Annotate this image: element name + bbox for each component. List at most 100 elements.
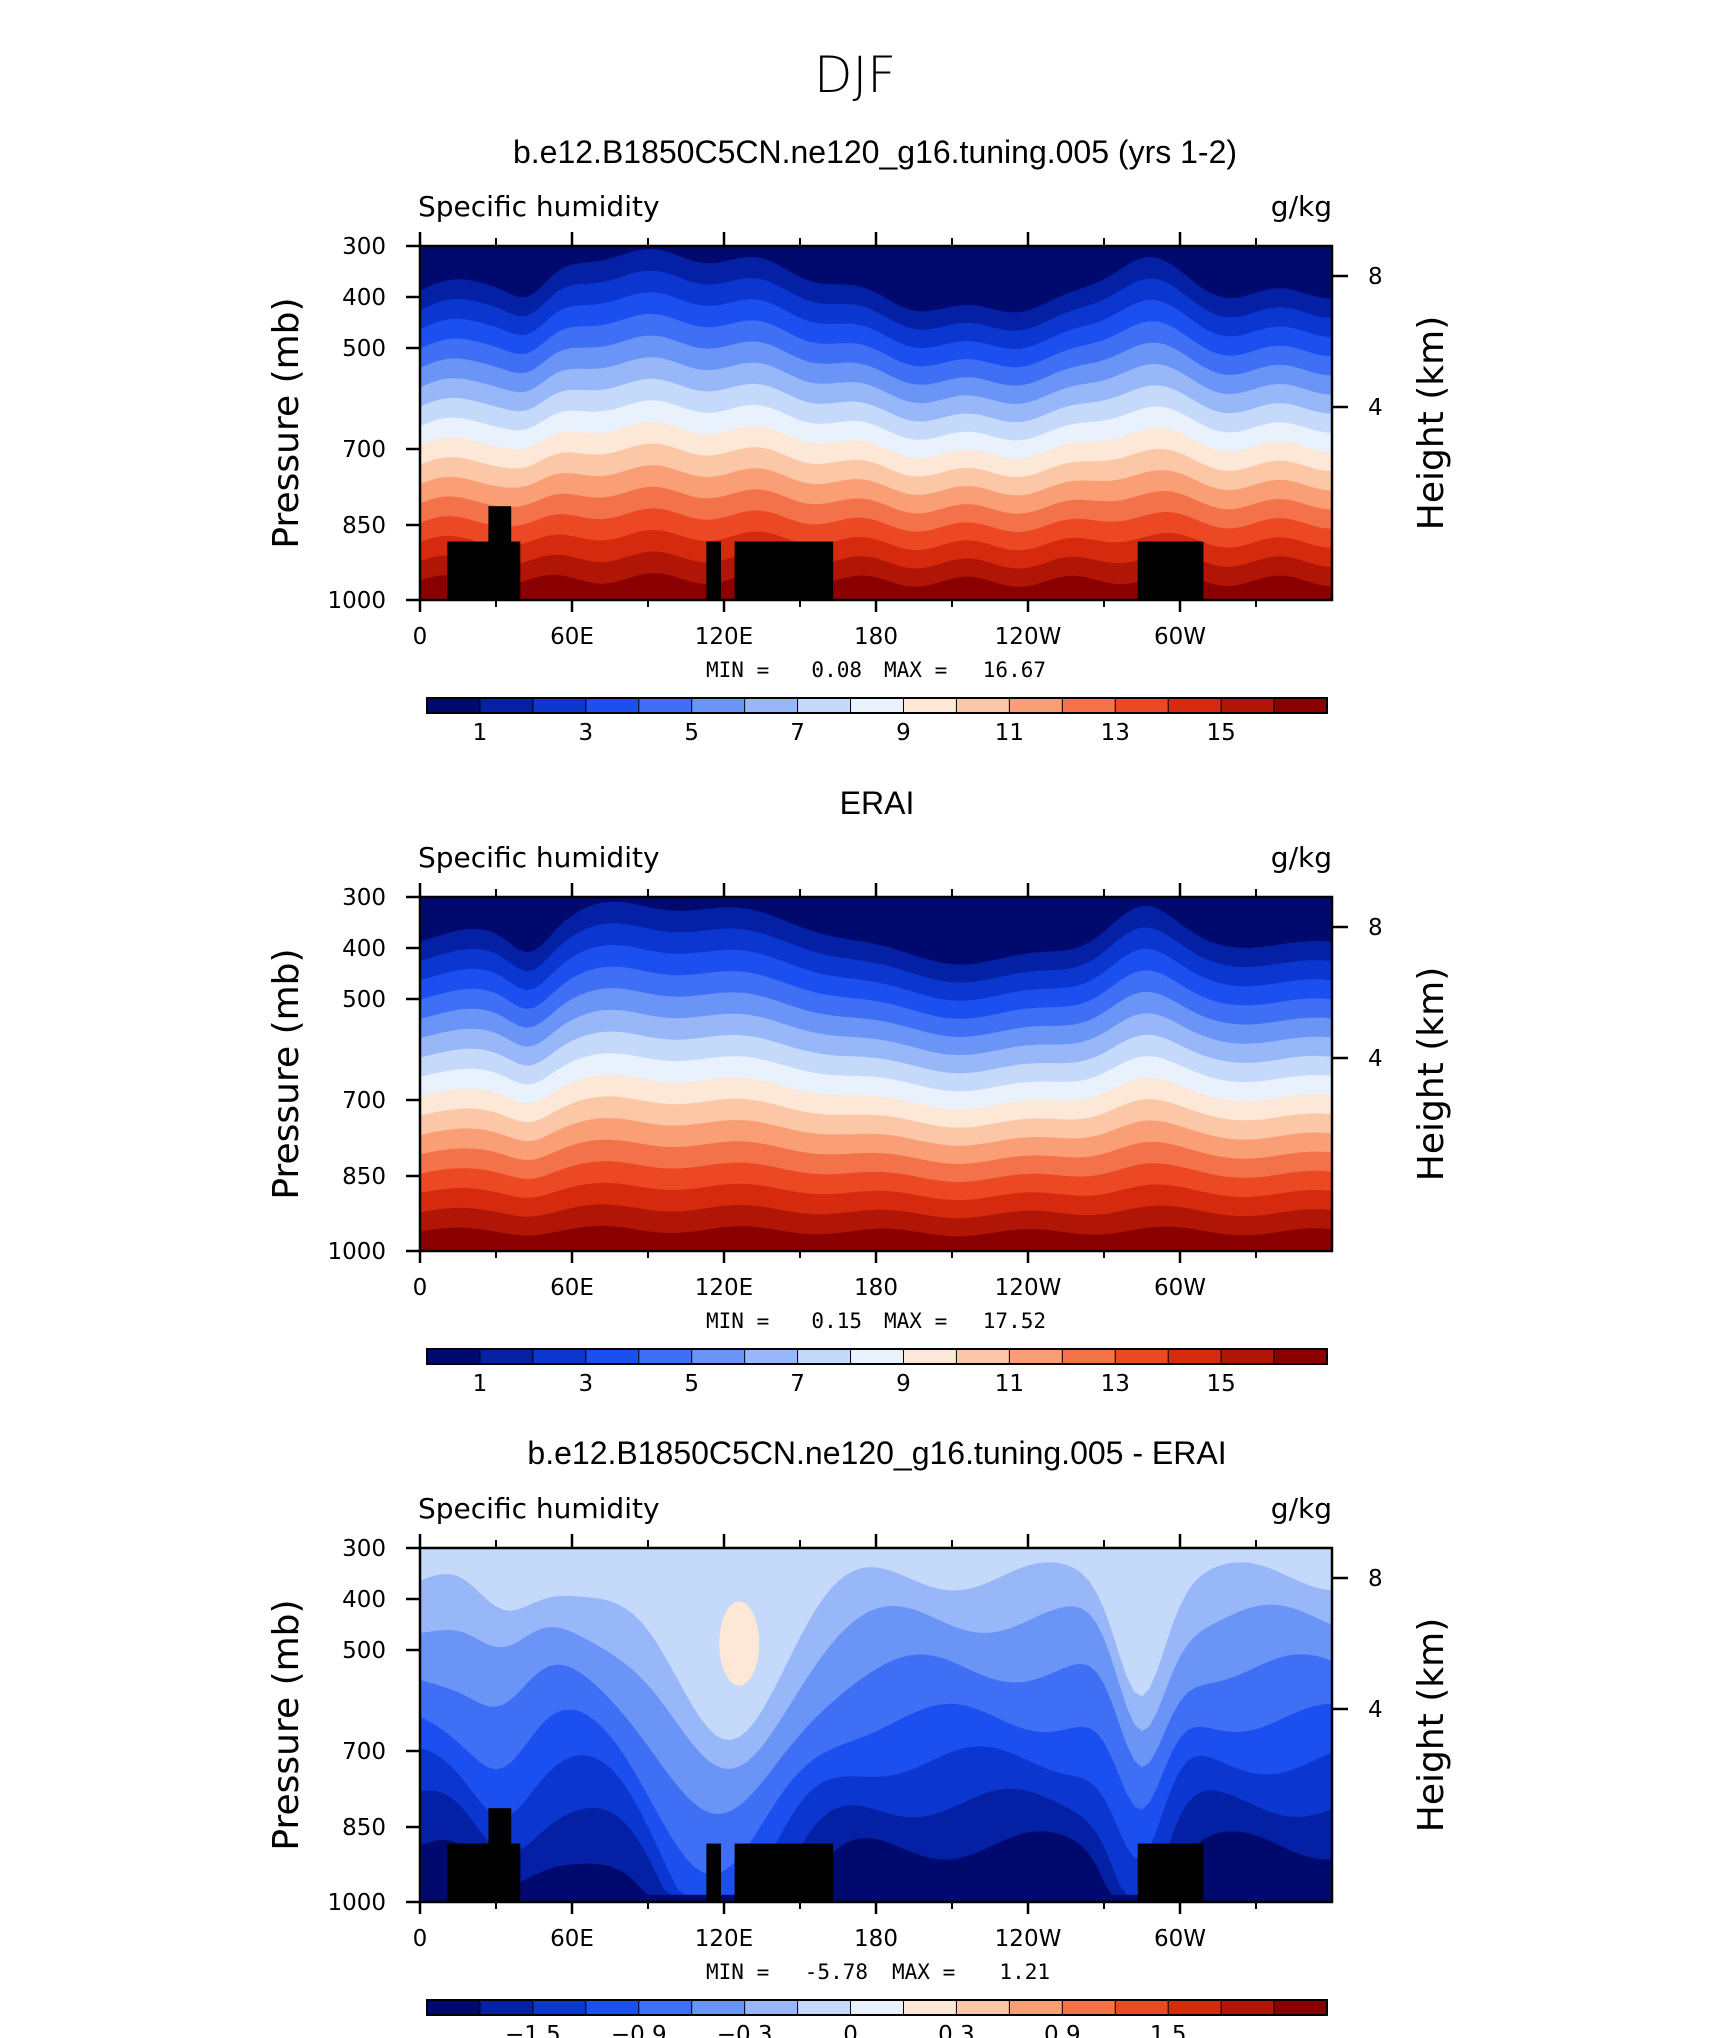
colorbar-box <box>797 698 852 713</box>
colorbar-box <box>797 1349 852 1364</box>
colorbar-label: −1.5 <box>505 2022 561 2038</box>
x-tick-label: 120E <box>695 1275 753 1301</box>
colorbar: −1.5 −0.9 −0.3 0 0.3 0.9 1.5 <box>426 1999 1328 2038</box>
min-value: -5.78 <box>805 1960 868 1984</box>
y-tick-label: 700 <box>342 1739 386 1765</box>
x-tick-label: 60W <box>1154 1275 1206 1301</box>
colorbar-label: 9 <box>896 1371 911 1397</box>
panel-obs: ERAI Specific humidity g/kg 0 60E 120E 180 1… <box>266 785 1452 1397</box>
x-tick-label: 0 <box>413 624 428 650</box>
y2-tick-label: 4 <box>1368 1046 1383 1072</box>
contour-band <box>420 1831 1332 1902</box>
x-tick-label: 0 <box>413 1926 428 1952</box>
colorbar-box <box>1274 1349 1328 1364</box>
colorbar-box <box>744 2000 799 2015</box>
panel-model: b.e12.B1850C5CN.ne120_g16.tuning.005 (yr… <box>266 134 1452 746</box>
variable-label: Specific humidity <box>418 841 660 874</box>
colorbar-box <box>638 1349 693 1364</box>
max-value: 1.21 <box>999 1960 1050 1984</box>
x-tick-label: 180 <box>854 624 898 650</box>
y2-tick-label: 8 <box>1368 264 1383 290</box>
y2-axis-label: Height (km) <box>1411 316 1452 530</box>
contour-band <box>420 573 1332 600</box>
y-axis: 300 400 500 700 850 1000 Pressure (mb) <box>266 885 420 1265</box>
colorbar-label: 5 <box>684 1371 699 1397</box>
y2-tick-label: 4 <box>1368 1697 1383 1723</box>
y-tick-label: 700 <box>342 437 386 463</box>
colorbar-box <box>956 1349 1010 1364</box>
y-axis-label: Pressure (mb) <box>266 1599 307 1850</box>
x-tick-label: 180 <box>854 1275 898 1301</box>
colorbar-box <box>479 2000 534 2015</box>
variable-label: Specific humidity <box>418 1492 660 1525</box>
y2-axis: 8 4 Height (km) <box>1332 264 1452 530</box>
x-tick-label: 60E <box>550 1275 594 1301</box>
colorbar-label: 1 <box>473 720 488 746</box>
colorbar-box <box>1168 698 1222 713</box>
land-block <box>706 541 721 600</box>
colorbar-box <box>1115 698 1169 713</box>
colorbar-label: 0.9 <box>1044 2022 1081 2038</box>
max-label: MAX = <box>892 1960 955 1984</box>
y2-tick-label: 8 <box>1368 915 1383 941</box>
colorbar-label: 3 <box>579 720 594 746</box>
y-tick-label: 500 <box>342 336 386 362</box>
contour-band <box>420 1225 1332 1251</box>
contour-field <box>420 1548 1332 1902</box>
y2-tick-label: 4 <box>1368 395 1383 421</box>
land-block <box>488 1808 512 1902</box>
y-tick-label: 1000 <box>327 1890 386 1916</box>
contour-field <box>420 246 1332 600</box>
land-block <box>734 1843 834 1902</box>
colorbar-frame <box>426 1999 1328 2016</box>
colorbar-box <box>479 1349 534 1364</box>
colorbar-frame <box>426 1348 1328 1365</box>
min-max-stats: MIN = 0.15 MAX = 17.52 <box>706 1309 1046 1333</box>
x-tick-label: 60E <box>550 624 594 650</box>
y-tick-label: 500 <box>342 987 386 1013</box>
y-tick-label: 300 <box>342 885 386 911</box>
variable-label: Specific humidity <box>418 190 660 223</box>
panel-title: ERAI <box>840 785 915 821</box>
colorbar-label: 0.3 <box>938 2022 975 2038</box>
colorbar-box <box>532 2000 587 2015</box>
min-label: MIN = <box>706 1309 769 1333</box>
colorbar: 1 3 5 7 9 11 13 15 <box>426 1348 1328 1397</box>
colorbar-box <box>850 2000 905 2015</box>
colorbar-label: 11 <box>995 720 1024 746</box>
max-label: MAX = <box>884 658 947 682</box>
colorbar-box <box>427 698 481 713</box>
land-block <box>488 506 512 600</box>
y-tick-label: 850 <box>342 513 386 539</box>
colorbar-label: 15 <box>1206 720 1235 746</box>
colorbar-box <box>1168 2000 1222 2015</box>
min-max-stats: MIN = 0.08 MAX = 16.67 <box>706 658 1046 682</box>
y-tick-label: 500 <box>342 1638 386 1664</box>
colorbar-box <box>1274 698 1328 713</box>
x-tick-label: 120E <box>695 624 753 650</box>
colorbar-label: 1 <box>473 1371 488 1397</box>
colorbar-box <box>1274 2000 1328 2015</box>
y-tick-label: 400 <box>342 285 386 311</box>
colorbar-box <box>1221 698 1275 713</box>
colorbar-label: 0 <box>843 2022 858 2038</box>
colorbar-box <box>691 1349 746 1364</box>
x-tick-label: 60W <box>1154 1926 1206 1952</box>
x-tick-label: 0 <box>413 1275 428 1301</box>
y-axis-label: Pressure (mb) <box>266 948 307 1199</box>
contour-band <box>719 1601 760 1686</box>
panel-difference: b.e12.B1850C5CN.ne120_g16.tuning.005 - E… <box>266 1435 1452 2038</box>
y-tick-label: 400 <box>342 936 386 962</box>
colorbar-box <box>532 698 587 713</box>
panel-title: b.e12.B1850C5CN.ne120_g16.tuning.005 (yr… <box>513 134 1237 170</box>
colorbar-label: 7 <box>790 720 805 746</box>
colorbar-box <box>744 698 799 713</box>
colorbar-frame <box>426 697 1328 714</box>
y-axis-label: Pressure (mb) <box>266 297 307 548</box>
y-tick-label: 850 <box>342 1815 386 1841</box>
min-label: MIN = <box>706 1960 769 1984</box>
y-axis: 300 400 500 700 850 1000 Pressure (mb) <box>266 1536 420 1916</box>
colorbar-box <box>638 2000 693 2015</box>
colorbar-box <box>585 698 640 713</box>
colorbar-label: 11 <box>995 1371 1024 1397</box>
